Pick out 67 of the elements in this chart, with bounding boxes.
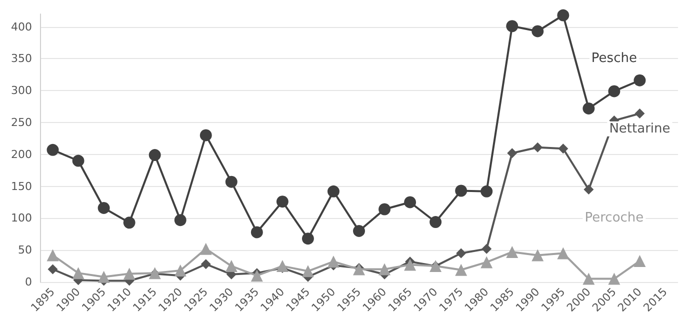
point	[98, 202, 110, 214]
point	[48, 264, 58, 274]
point	[608, 272, 620, 285]
point	[634, 108, 645, 119]
point	[404, 196, 416, 208]
point	[72, 154, 84, 167]
point	[430, 216, 442, 228]
point	[200, 242, 212, 255]
point	[378, 263, 391, 276]
point	[98, 270, 110, 283]
point	[582, 102, 595, 114]
point	[353, 263, 365, 276]
point	[200, 129, 212, 142]
series-label: Nettarine	[609, 121, 670, 136]
point	[46, 249, 59, 262]
point	[455, 184, 468, 197]
point	[506, 246, 518, 258]
point	[480, 185, 493, 198]
point	[353, 224, 365, 237]
point	[482, 244, 492, 254]
y-tick-label: 50	[18, 244, 32, 257]
point	[404, 258, 416, 271]
point	[532, 25, 544, 38]
series-label: Pesche	[591, 51, 637, 66]
point	[532, 249, 544, 262]
point	[480, 256, 493, 268]
point	[532, 142, 543, 152]
point	[225, 176, 238, 188]
y-tick-label: 350	[11, 52, 32, 66]
y-tick-label: 150	[11, 180, 32, 193]
y-tick-label: 300	[11, 84, 32, 98]
text: Percoche	[584, 210, 644, 226]
point	[250, 270, 263, 282]
point	[327, 185, 340, 198]
point	[276, 196, 288, 208]
point	[634, 254, 646, 267]
point	[557, 9, 570, 22]
y-tick-label: 0	[25, 276, 32, 288]
point	[174, 214, 186, 226]
point	[557, 247, 570, 260]
point	[582, 272, 595, 285]
point	[46, 144, 59, 156]
point	[507, 148, 518, 158]
point	[378, 203, 391, 216]
point	[174, 264, 186, 277]
y-tick-label: 200	[11, 148, 32, 161]
y-tick-label: 100	[11, 212, 32, 225]
y-tick-label: 250	[11, 116, 32, 129]
point	[558, 144, 568, 154]
point	[634, 74, 646, 86]
point	[276, 260, 288, 272]
point	[584, 184, 594, 194]
point	[72, 267, 84, 280]
point	[302, 265, 314, 278]
point	[455, 264, 468, 276]
y-tick-label: 400	[11, 20, 32, 34]
point	[148, 149, 161, 162]
point	[302, 232, 314, 245]
point	[327, 256, 340, 268]
point	[608, 85, 620, 98]
point	[250, 226, 263, 238]
point	[456, 248, 466, 258]
point	[123, 268, 136, 280]
point	[506, 20, 518, 32]
point	[200, 259, 211, 270]
point	[225, 260, 238, 272]
point	[123, 216, 136, 229]
